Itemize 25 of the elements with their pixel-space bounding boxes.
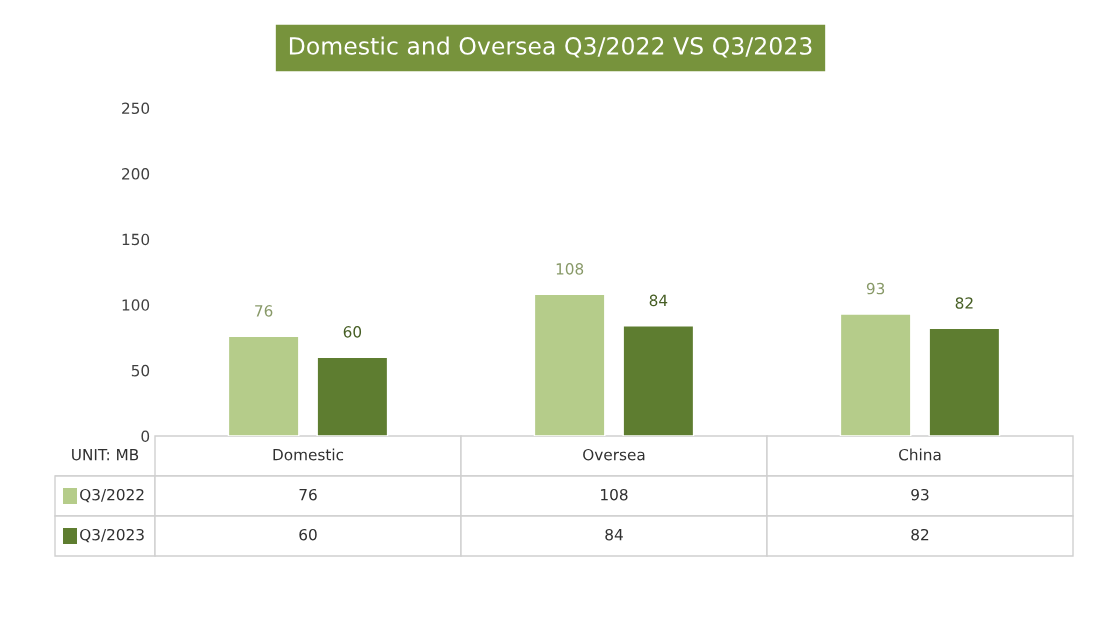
data-label: 60 <box>343 326 362 338</box>
legend-label: Q3/2022 <box>80 488 144 503</box>
text: 60 <box>299 528 317 541</box>
data-label: 108 <box>556 263 584 275</box>
y-tick-label: 250 <box>122 102 150 115</box>
data-label: 76 <box>255 305 273 317</box>
text: 84 <box>605 528 623 541</box>
text: 93 <box>911 488 929 501</box>
y-tick-label: 100 <box>122 299 150 311</box>
data-label: 93 <box>866 282 885 295</box>
y-tick-label: 150 <box>122 233 150 246</box>
text: 82 <box>911 528 929 541</box>
chart-title: Domestic and Oversea Q3/2022 VS Q3/2023 <box>289 36 812 58</box>
y-tick-label: 0 <box>141 430 150 443</box>
y-tick-label: 50 <box>131 364 150 377</box>
x-tick-label: China <box>899 448 941 461</box>
x-tick-label: Domestic <box>273 448 344 461</box>
text: UNIT: MB <box>72 449 139 461</box>
y-tick-label: 200 <box>122 168 150 180</box>
data-label: 82 <box>955 297 973 309</box>
data-label: 84 <box>649 294 668 307</box>
x-tick-label: Oversea <box>583 448 645 461</box>
text: 108 <box>601 488 628 501</box>
legend-label: Q3/2023 <box>80 528 144 543</box>
text: 76 <box>299 488 317 501</box>
